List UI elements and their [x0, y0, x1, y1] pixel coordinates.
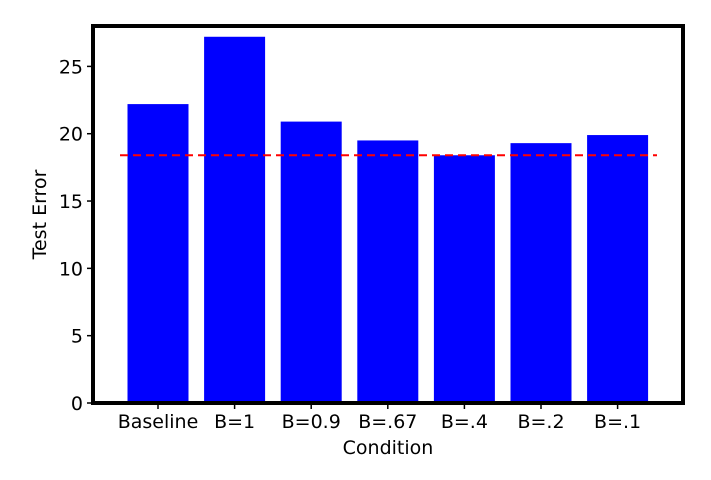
bar-2 — [280, 121, 342, 403]
bar-0 — [127, 104, 189, 403]
bar-4 — [433, 155, 495, 403]
x-tick-label: B=.4 — [441, 411, 488, 433]
x-axis-ticks: Baseline B=1 B=0.9 B=.67 B=.4 B=.2 B=.1 — [118, 403, 641, 433]
bar-5 — [510, 143, 572, 403]
bar-3 — [357, 140, 419, 404]
x-tick-label: Baseline — [118, 411, 199, 433]
y-tick-label: 10 — [59, 258, 83, 280]
y-tick-label: 20 — [59, 124, 83, 146]
x-tick-label: B=1 — [214, 411, 255, 433]
x-tick-label: B=.1 — [594, 411, 641, 433]
bar-1 — [204, 36, 266, 404]
y-tick-label: 15 — [59, 191, 83, 213]
y-tick-label: 5 — [71, 326, 83, 348]
y-tick-label: 25 — [59, 56, 83, 78]
y-axis-ticks: 0 5 10 15 20 25 — [59, 56, 93, 415]
x-tick-label: B=0.9 — [282, 411, 341, 433]
x-tick-label: B=.2 — [517, 411, 564, 433]
x-axis-label: Condition — [343, 437, 434, 459]
bars-group — [127, 36, 649, 404]
bar-6 — [587, 135, 649, 403]
y-axis-label: Test Error — [29, 169, 51, 260]
x-tick-label: B=.67 — [358, 411, 417, 433]
y-tick-label: 0 — [71, 393, 83, 415]
